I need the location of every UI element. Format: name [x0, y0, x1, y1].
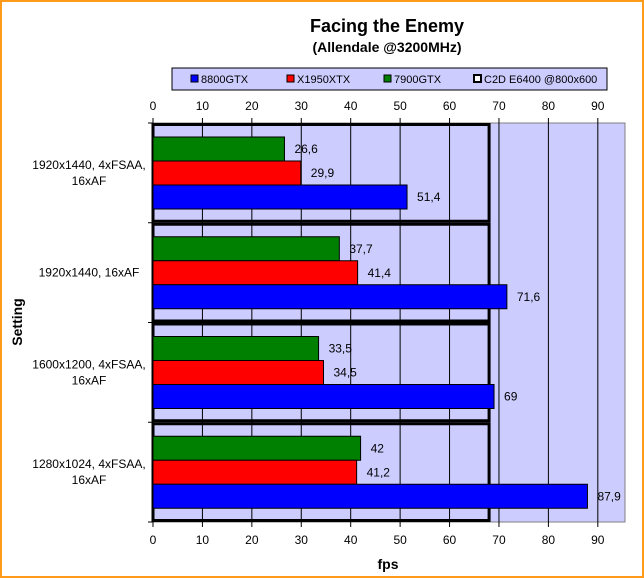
- legend-swatch: [286, 74, 295, 83]
- bar-7900gtx: [152, 236, 340, 262]
- x-tick-label-bottom: 40: [344, 533, 358, 547]
- data-label: 87,9: [597, 489, 621, 503]
- bar-x1950xtx: [152, 459, 358, 485]
- x-tick-label-top: 10: [196, 99, 210, 113]
- x-tick-label-bottom: 30: [295, 533, 309, 547]
- bar-8800gtx: [152, 184, 408, 210]
- x-tick-label-bottom: 80: [542, 533, 556, 547]
- data-label: 42: [371, 441, 385, 455]
- data-label: 41,4: [368, 266, 392, 280]
- x-tick-label-top: 80: [542, 99, 556, 113]
- category-label: 1920x1440, 4xFSAA,: [32, 158, 145, 172]
- bar-7900gtx: [152, 336, 320, 361]
- category-label: 16xAF: [72, 174, 107, 188]
- legend-label: C2D E6400 @800x600: [484, 74, 597, 86]
- data-label: 41,2: [367, 465, 391, 479]
- bar-8800gtx: [152, 483, 588, 509]
- category-label: 1920x1440, 16xAF: [39, 266, 140, 280]
- x-tick-label-top: 60: [443, 99, 457, 113]
- category-label: 16xAF: [72, 473, 107, 487]
- category-label: 1280x1024, 4xFSAA,: [32, 457, 145, 471]
- data-label: 37,7: [349, 242, 373, 256]
- data-label: 69: [504, 390, 518, 404]
- x-tick-label-top: 50: [393, 99, 407, 113]
- x-tick-label-top: 0: [150, 99, 157, 113]
- legend-label: 7900GTX: [394, 74, 442, 86]
- x-tick-label-top: 70: [492, 99, 506, 113]
- data-label: 71,6: [517, 290, 541, 304]
- bar-8800gtx: [152, 284, 508, 310]
- y-axis-label: Setting: [9, 298, 25, 345]
- bar-x1950xtx: [152, 260, 359, 286]
- data-label: 29,9: [311, 166, 335, 180]
- data-label: 26,6: [294, 142, 318, 156]
- x-tick-label-bottom: 10: [196, 533, 210, 547]
- bar-7900gtx: [152, 435, 362, 461]
- bar-x1950xtx: [152, 360, 325, 385]
- x-tick-label-bottom: 0: [150, 533, 157, 547]
- data-label: 51,4: [417, 190, 441, 204]
- x-tick-label-bottom: 60: [443, 533, 457, 547]
- x-axis-label: fps: [378, 556, 399, 572]
- category-label: 1600x1200, 4xFSAA,: [32, 357, 145, 371]
- x-tick-label-top: 40: [344, 99, 358, 113]
- legend-swatch: [473, 74, 482, 83]
- legend-label: 8800GTX: [201, 74, 249, 86]
- bar-8800gtx: [152, 384, 495, 409]
- legend-label: X1950XTX: [297, 74, 351, 86]
- data-label: 34,5: [334, 366, 358, 380]
- legend-swatch: [383, 74, 392, 83]
- x-tick-label-bottom: 50: [393, 533, 407, 547]
- x-tick-label-bottom: 20: [245, 533, 259, 547]
- chart-title: Facing the Enemy: [310, 16, 464, 36]
- x-tick-label-bottom: 90: [591, 533, 605, 547]
- chart-subtitle: (Allendale @3200MHz): [312, 39, 461, 55]
- x-tick-label-top: 90: [591, 99, 605, 113]
- category-label: 16xAF: [72, 373, 107, 387]
- legend-swatch: [190, 74, 199, 83]
- bar-7900gtx: [152, 136, 285, 162]
- x-tick-label-top: 30: [295, 99, 309, 113]
- x-tick-label-top: 20: [245, 99, 259, 113]
- bar-x1950xtx: [152, 160, 302, 186]
- data-label: 33,5: [329, 342, 353, 356]
- x-tick-label-bottom: 70: [492, 533, 506, 547]
